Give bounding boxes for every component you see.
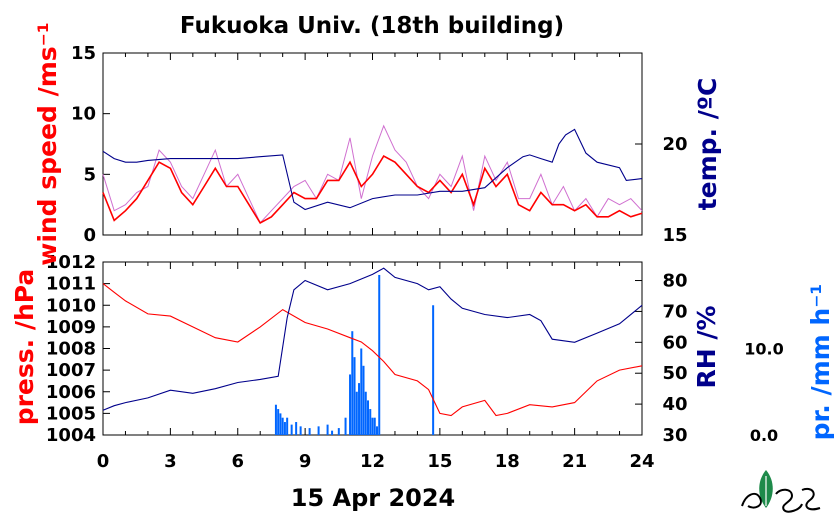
x-tick-label: 6: [231, 451, 244, 472]
x-tick-label: 12: [360, 451, 385, 472]
ticks-group: 0 3 6 9 12 15 18 21 24 0 5 10 15 15 20 1004100510061007…: [46, 43, 784, 472]
wind-speed-tick-label: 15: [71, 43, 96, 64]
precip-bar: [308, 428, 311, 435]
precip-tick-label: 10.0: [744, 340, 783, 359]
x-tick-label: 3: [164, 451, 177, 472]
rh-tick-label: 50: [662, 363, 687, 384]
precip-axis-label: pr. /mm h⁻¹: [806, 284, 834, 441]
precip-bar: [286, 417, 289, 435]
precip-tick-label: 0.0: [750, 426, 778, 445]
x-tick-label: 9: [299, 451, 312, 472]
wind-speed-tick-label: 5: [83, 164, 96, 185]
rh-line: [102, 267, 643, 411]
precip-bar: [351, 331, 354, 435]
date-label: 15 Apr 2024: [291, 484, 456, 512]
press-tick-label: 1005: [46, 403, 96, 424]
leaf-logo: [741, 470, 821, 513]
precip-bar: [360, 348, 363, 435]
precip-bar: [283, 422, 286, 435]
precip-bar: [373, 417, 376, 435]
precip-bar: [317, 426, 320, 435]
precip-bar: [279, 413, 282, 435]
rh-tick-label: 80: [662, 271, 687, 292]
wind-speed-tick-label: 0: [83, 225, 96, 246]
press-tick-label: 1011: [46, 274, 96, 295]
precip-bar: [295, 422, 298, 435]
rh-tick-label: 40: [662, 394, 687, 415]
press-tick-label: 1012: [46, 252, 96, 273]
x-tick-label: 24: [629, 451, 654, 472]
precip-bar: [375, 426, 378, 435]
precip-bar: [369, 409, 372, 435]
wind-temp-series: [102, 124, 643, 224]
x-tick-label: 15: [427, 451, 452, 472]
press-tick-label: 1008: [46, 339, 96, 360]
precip-bar: [364, 391, 367, 435]
press-tick-label: 1004: [46, 425, 96, 446]
precip-bar: [290, 424, 293, 435]
precip-bar: [326, 424, 329, 435]
precip-bar: [353, 357, 356, 435]
precip-bar: [362, 365, 365, 435]
precip-bar: [371, 417, 374, 435]
precip-bar: [274, 404, 277, 435]
precip-bar: [432, 305, 435, 435]
press-tick-label: 1006: [46, 382, 96, 403]
press-rh-panel-frame: [102, 261, 643, 436]
rh-axis-label: RH /%: [692, 305, 721, 388]
wind-smooth-line: [102, 155, 643, 224]
chart-title: Fukuoka Univ. (18th building): [180, 13, 564, 39]
rh-tick-label: 30: [662, 425, 687, 446]
press-line: [102, 283, 643, 417]
precip-bar: [349, 374, 352, 435]
precip-bar: [281, 417, 284, 435]
press-rh-series: [102, 267, 643, 435]
rh-tick-label: 70: [662, 301, 687, 322]
rh-tick-label: 60: [662, 332, 687, 353]
press-tick-label: 1009: [46, 317, 96, 338]
wind-temp-panel-frame: [102, 52, 643, 236]
temp-line: [102, 128, 643, 211]
press-tick-label: 1010: [46, 295, 96, 316]
press-axis-label: press. /hPa: [10, 269, 39, 426]
wind-speed-axis-label: wind speed /ms⁻¹: [33, 22, 62, 266]
precip-bar: [378, 274, 381, 435]
precip-bar: [355, 391, 358, 435]
temp-tick-label: 20: [662, 134, 687, 155]
press-tick-label: 1007: [46, 360, 96, 381]
precip-bar: [277, 409, 280, 435]
precip-bar: [331, 430, 334, 435]
x-tick-label: 18: [495, 451, 520, 472]
temp-axis-label: temp. /ºC: [693, 78, 722, 211]
precip-bar: [367, 400, 370, 435]
x-tick-label: 0: [97, 451, 110, 472]
x-tick-label: 21: [562, 451, 587, 472]
precip-bar: [358, 383, 361, 435]
wind-speed-tick-label: 10: [71, 104, 96, 125]
temp-tick-label: 15: [662, 225, 687, 246]
precip-bar: [337, 428, 340, 435]
precip-bar: [299, 426, 302, 435]
precip-bar: [344, 417, 347, 435]
